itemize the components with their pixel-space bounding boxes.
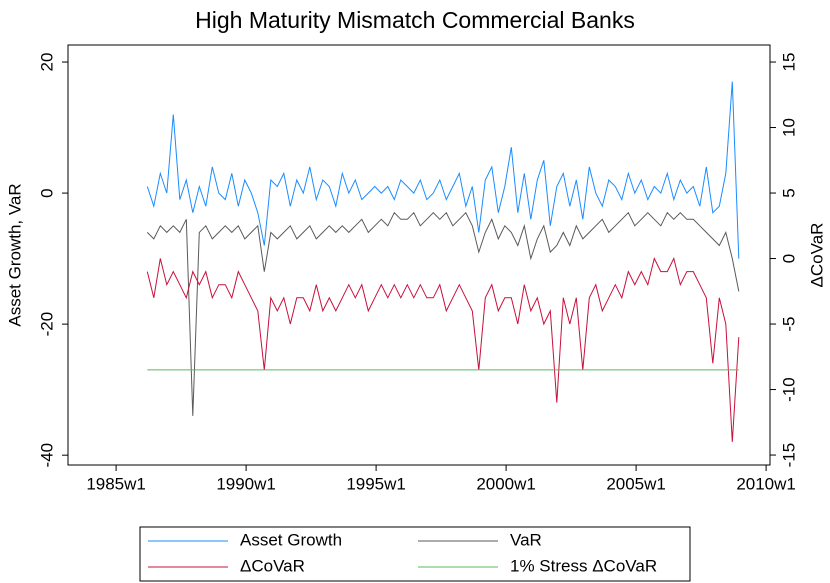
- y2-tick-label: 15: [779, 53, 798, 72]
- y-tick-label: 0: [37, 188, 56, 197]
- plot-frame: [67, 44, 771, 466]
- legend-label: 1% Stress ΔCoVaR: [510, 556, 657, 575]
- x-tick-label: 1990w1: [216, 474, 276, 493]
- y2-tick-label: -10: [779, 377, 798, 402]
- x-tick-label: 1995w1: [346, 474, 406, 493]
- y-tick-label: 20: [37, 53, 56, 72]
- y2-tick-label: 5: [779, 188, 798, 197]
- series-line: [146, 257, 740, 442]
- x-tick-label: 2005w1: [606, 474, 666, 493]
- x-tick-label: 2010w1: [736, 474, 796, 493]
- legend-label: ΔCoVaR: [240, 556, 305, 575]
- y2-axis-label: ΔCoVaR: [807, 223, 826, 288]
- y-tick-label: -40: [37, 443, 56, 468]
- legend-label: VaR: [510, 530, 542, 549]
- y-axis-label: Asset Growth, VaR: [5, 183, 24, 326]
- y2-tick-label: -15: [779, 443, 798, 468]
- y2-tick-label: -5: [779, 316, 798, 331]
- chart-title: High Maturity Mismatch Commercial Banks: [195, 7, 635, 33]
- series-line: [146, 81, 740, 259]
- legend-box: [139, 526, 691, 582]
- x-tick-label: 2000w1: [476, 474, 536, 493]
- y2-tick-label: 0: [779, 254, 798, 263]
- x-tick-label: 1985w1: [86, 474, 146, 493]
- series-line: [146, 211, 740, 416]
- y2-tick-label: 10: [779, 118, 798, 137]
- legend-label: Asset Growth: [240, 530, 342, 549]
- y-tick-label: -20: [37, 312, 56, 337]
